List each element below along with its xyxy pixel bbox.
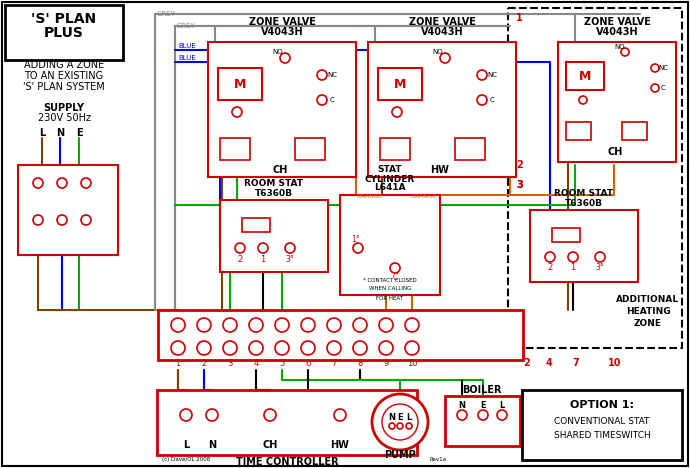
Text: ADDITIONAL: ADDITIONAL — [616, 295, 680, 305]
Circle shape — [301, 341, 315, 355]
Text: TIME CONTROLLER: TIME CONTROLLER — [236, 457, 338, 467]
FancyBboxPatch shape — [220, 200, 328, 272]
Circle shape — [405, 341, 419, 355]
Text: V4043H: V4043H — [421, 27, 463, 37]
Text: M: M — [394, 78, 406, 90]
Circle shape — [81, 178, 91, 188]
Text: GREY: GREY — [157, 11, 176, 17]
Text: C: C — [330, 97, 335, 103]
Circle shape — [317, 95, 327, 105]
Text: M: M — [579, 70, 591, 82]
Text: C: C — [660, 85, 665, 91]
FancyBboxPatch shape — [445, 396, 520, 446]
Circle shape — [327, 318, 341, 332]
Circle shape — [171, 341, 185, 355]
Text: L641A: L641A — [374, 183, 406, 192]
Text: L: L — [500, 402, 504, 410]
Text: 2: 2 — [237, 255, 243, 263]
FancyBboxPatch shape — [378, 68, 422, 100]
Circle shape — [280, 53, 290, 63]
Circle shape — [497, 410, 507, 420]
Circle shape — [258, 243, 268, 253]
Circle shape — [81, 215, 91, 225]
Circle shape — [180, 409, 192, 421]
Circle shape — [275, 341, 289, 355]
Circle shape — [379, 318, 393, 332]
Text: HW: HW — [331, 440, 349, 450]
Circle shape — [57, 215, 67, 225]
Circle shape — [249, 341, 263, 355]
Text: PLUS: PLUS — [44, 26, 84, 40]
Circle shape — [389, 423, 395, 429]
Text: CYLINDER: CYLINDER — [365, 175, 415, 183]
Circle shape — [33, 178, 43, 188]
Circle shape — [197, 318, 211, 332]
Text: ZONE VALVE: ZONE VALVE — [248, 17, 315, 27]
Text: TO AN EXISTING: TO AN EXISTING — [24, 71, 104, 81]
Text: SHARED TIMESWITCH: SHARED TIMESWITCH — [553, 431, 651, 439]
Text: L: L — [406, 412, 412, 422]
FancyBboxPatch shape — [18, 165, 118, 255]
Text: HW: HW — [431, 165, 449, 175]
Text: 1: 1 — [175, 358, 181, 367]
Text: CH: CH — [607, 147, 622, 157]
Circle shape — [171, 318, 185, 332]
Circle shape — [327, 341, 341, 355]
Text: 2: 2 — [201, 358, 206, 367]
Text: WHEN CALLING: WHEN CALLING — [369, 286, 411, 292]
Circle shape — [397, 423, 403, 429]
Text: BLUE: BLUE — [178, 55, 196, 61]
Circle shape — [223, 341, 237, 355]
Text: 1: 1 — [516, 13, 523, 23]
Text: N: N — [208, 440, 216, 450]
Text: N: N — [56, 128, 64, 138]
Text: E: E — [397, 412, 403, 422]
Text: T6360B: T6360B — [255, 189, 293, 197]
Circle shape — [353, 243, 363, 253]
Text: 9: 9 — [384, 358, 388, 367]
Text: 2: 2 — [516, 160, 523, 170]
Text: OPTION 1:: OPTION 1: — [570, 400, 634, 410]
Text: 1°: 1° — [352, 235, 360, 244]
Text: 8: 8 — [357, 358, 363, 367]
Text: NC: NC — [658, 65, 668, 71]
Text: 1: 1 — [571, 263, 575, 272]
Text: L: L — [183, 440, 189, 450]
Circle shape — [595, 252, 605, 262]
Circle shape — [33, 215, 43, 225]
Text: N: N — [458, 402, 466, 410]
Circle shape — [621, 48, 629, 56]
Circle shape — [264, 409, 276, 421]
FancyBboxPatch shape — [380, 138, 410, 160]
FancyBboxPatch shape — [566, 62, 604, 90]
Text: 5: 5 — [279, 358, 284, 367]
FancyBboxPatch shape — [208, 42, 356, 177]
Text: 4: 4 — [253, 358, 259, 367]
Circle shape — [392, 107, 402, 117]
Text: BOILER: BOILER — [462, 385, 502, 395]
FancyBboxPatch shape — [5, 5, 123, 60]
Text: CH: CH — [262, 440, 277, 450]
Circle shape — [353, 318, 367, 332]
Text: 7: 7 — [573, 358, 580, 368]
Text: 2: 2 — [524, 358, 531, 368]
Text: 3°: 3° — [286, 255, 295, 263]
Text: CONVENTIONAL STAT: CONVENTIONAL STAT — [554, 417, 650, 426]
Text: ZONE VALVE: ZONE VALVE — [584, 17, 651, 27]
Circle shape — [477, 70, 487, 80]
FancyBboxPatch shape — [220, 138, 250, 160]
Text: V4043H: V4043H — [261, 27, 304, 37]
Text: 3: 3 — [227, 358, 233, 367]
Circle shape — [405, 318, 419, 332]
Text: 1: 1 — [260, 255, 266, 263]
Text: * CONTACT CLOSED: * CONTACT CLOSED — [363, 278, 417, 283]
Text: ROOM STAT: ROOM STAT — [244, 180, 304, 189]
Circle shape — [235, 243, 245, 253]
Circle shape — [440, 53, 450, 63]
Text: 'S' PLAN: 'S' PLAN — [32, 12, 97, 26]
FancyBboxPatch shape — [158, 310, 523, 360]
FancyBboxPatch shape — [566, 122, 591, 140]
FancyBboxPatch shape — [552, 228, 580, 242]
Circle shape — [390, 263, 400, 273]
